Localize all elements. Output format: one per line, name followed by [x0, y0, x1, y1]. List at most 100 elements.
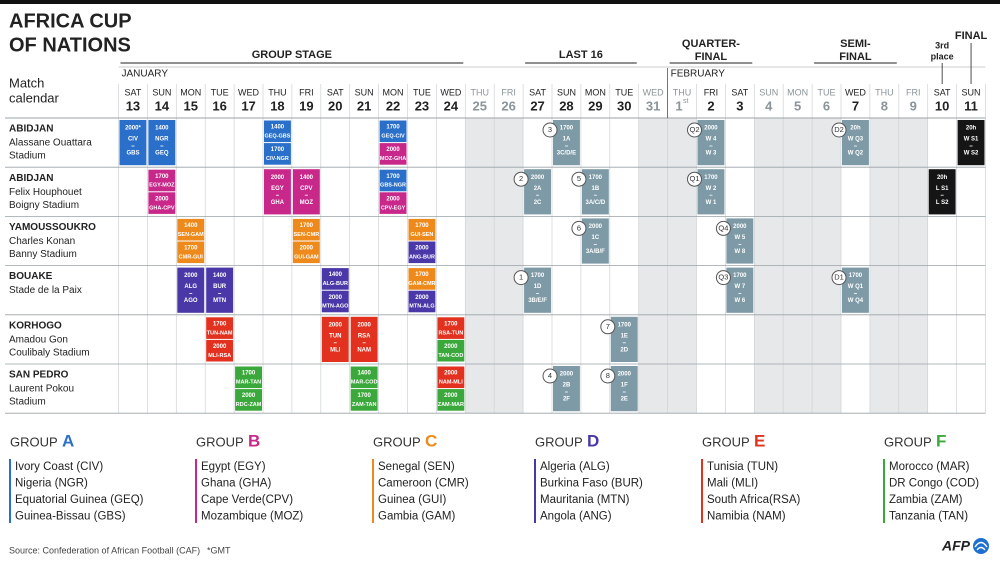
match-time: 20h [966, 126, 977, 132]
match-badge-text: D2 [834, 125, 844, 134]
match-cell [524, 267, 551, 313]
match-time: 1700 [733, 273, 747, 279]
match-cell [524, 169, 551, 215]
match-cell [379, 169, 407, 192]
match-time: 1700 [184, 246, 198, 252]
match-team: 2B [563, 383, 571, 389]
group-team: Ivory Coast (CIV) [15, 461, 103, 473]
day-number: 19 [299, 98, 313, 113]
match-cell [379, 143, 407, 165]
match-time: 1700 [444, 321, 458, 327]
match-cell [177, 218, 205, 241]
match-time: 2000 [531, 175, 545, 181]
group-label: GROUP [535, 434, 583, 449]
group-label: GROUP [10, 434, 58, 449]
match-cell [379, 120, 407, 143]
weekday: SUN [152, 87, 171, 97]
match-cell [842, 120, 869, 166]
day-number: 24 [444, 98, 459, 113]
match-cell [553, 366, 580, 412]
day-number: 10 [935, 98, 949, 113]
day-number: 29 [588, 98, 602, 113]
match-badge [687, 122, 702, 138]
group-letter: D [587, 431, 599, 450]
logo-text: AFP [941, 538, 971, 554]
day-number: 1 [675, 98, 682, 113]
stage-label: LAST 16 [559, 49, 603, 61]
venue-city: YAMOUSSOUKRO [9, 222, 96, 233]
match-cell [350, 316, 378, 362]
weekday: SAT [327, 87, 344, 97]
title-line: OF NATIONS [9, 34, 131, 56]
match-cell [321, 290, 349, 313]
group-letter: C [425, 431, 437, 450]
day-number: 27 [530, 98, 544, 113]
match-time: 1700 [386, 125, 400, 131]
day-number: 31 [646, 98, 660, 113]
weekday: WED [643, 87, 664, 97]
match-teams: MTN-ALG [409, 304, 434, 310]
weekday: SUN [355, 87, 374, 97]
weekday: WED [238, 87, 259, 97]
weekday: WED [440, 87, 461, 97]
weekday: SAT [934, 87, 951, 97]
weekday: FRI [906, 87, 921, 97]
group-letter: F [936, 431, 946, 450]
match-time: 1400 [357, 371, 371, 377]
match-team: 2C [534, 200, 542, 206]
match-team: 1C [592, 235, 600, 241]
day-suffix: st [683, 98, 689, 105]
day-number: 18 [270, 98, 284, 113]
group-team: Mozambique (MOZ) [201, 511, 303, 523]
match-time: 2000 [155, 196, 169, 202]
match-time: 2000 [415, 295, 429, 301]
match-team: W 7 [735, 284, 746, 290]
day-number: 8 [881, 98, 888, 113]
subtitle-line: calendar [9, 90, 60, 105]
match-time: 2000 [589, 224, 603, 230]
match-badge [600, 319, 616, 335]
match-team: W 6 [735, 298, 746, 304]
match-cell [697, 120, 725, 166]
group-team: Tanzania (TAN) [889, 511, 968, 523]
match-cell [957, 120, 985, 166]
group-team: Guinea-Bissau (GBS) [15, 511, 126, 523]
match-cell [206, 339, 234, 362]
match-badge [513, 270, 529, 286]
match-time: 1700 [242, 371, 256, 377]
match-badge-text: Q1 [689, 174, 699, 183]
match-badge [600, 368, 616, 384]
weekday: SUN [962, 87, 981, 97]
match-cell [408, 290, 436, 313]
group-label: GROUP [196, 434, 244, 449]
group-team: South Africa(RSA) [707, 494, 800, 506]
match-badge [571, 171, 587, 187]
match-time: 2000 [213, 344, 227, 350]
match-teams: RDC-ZAM [236, 402, 262, 408]
match-cell [206, 267, 234, 313]
match-badge-text: 5 [577, 174, 581, 183]
match-time: 2000 [386, 147, 400, 153]
match-team: W Q1 [848, 284, 864, 290]
match-cell [148, 169, 176, 192]
match-time: 2000 [242, 393, 256, 399]
day-number: 13 [126, 98, 140, 113]
venue-city: BOUAKE [9, 271, 53, 282]
match-teams: MLI-RSA [208, 353, 231, 359]
group-team: Egypt (EGY) [201, 461, 266, 473]
match-teams: NAM-MLI [439, 379, 463, 385]
match-team: 1F [621, 383, 628, 389]
match-badge-text: 1 [519, 273, 523, 282]
match-team: GEQ [155, 151, 169, 157]
match-time: 2000 [733, 224, 747, 230]
weekday: TUE [818, 87, 836, 97]
match-time: 2000 [184, 273, 198, 279]
weekday: TUE [615, 87, 633, 97]
match-badge-text: 8 [606, 371, 610, 380]
match-team: GHA [271, 200, 285, 206]
match-teams: MOZ-GHA [380, 156, 406, 162]
match-team: W 8 [735, 249, 746, 255]
match-teams: CMR-GUI [179, 254, 204, 260]
match-badge [542, 122, 558, 138]
day-number: 3 [736, 98, 743, 113]
